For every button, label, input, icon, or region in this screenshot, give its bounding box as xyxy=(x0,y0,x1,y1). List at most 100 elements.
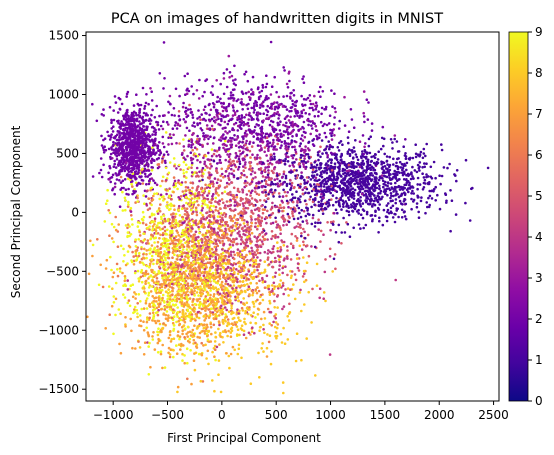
data-point xyxy=(174,212,178,216)
data-point xyxy=(220,280,224,284)
data-point xyxy=(320,106,324,110)
data-point xyxy=(353,150,356,153)
data-point xyxy=(195,166,199,170)
data-point xyxy=(208,113,211,117)
data-point xyxy=(334,208,338,212)
data-point xyxy=(265,221,268,225)
data-point xyxy=(147,291,151,295)
data-point xyxy=(404,178,408,182)
data-point xyxy=(347,169,351,172)
data-point xyxy=(227,354,231,358)
data-point xyxy=(286,114,289,118)
data-point xyxy=(157,327,160,331)
data-point xyxy=(240,114,244,117)
data-point xyxy=(151,311,155,315)
data-point xyxy=(125,147,129,151)
data-point xyxy=(232,106,235,109)
data-point xyxy=(283,190,287,194)
data-point xyxy=(420,196,423,199)
data-point xyxy=(218,292,222,296)
data-point xyxy=(262,350,265,353)
data-point xyxy=(156,163,160,166)
data-point xyxy=(382,144,385,148)
data-point xyxy=(340,231,344,234)
data-point xyxy=(404,202,408,206)
data-point xyxy=(241,158,245,162)
scatter-points xyxy=(86,40,490,395)
data-point xyxy=(309,195,312,199)
data-point xyxy=(309,102,313,106)
data-point xyxy=(163,77,166,80)
data-point xyxy=(372,189,376,192)
data-point xyxy=(291,214,295,218)
data-point xyxy=(174,260,177,264)
data-point xyxy=(249,194,252,197)
data-point xyxy=(291,130,294,133)
data-point xyxy=(273,145,277,148)
data-point xyxy=(126,231,130,234)
data-point xyxy=(203,187,207,190)
data-point xyxy=(202,284,206,288)
data-point xyxy=(252,111,256,114)
data-point xyxy=(333,253,337,256)
data-point xyxy=(422,186,426,189)
data-point xyxy=(291,193,294,196)
data-point xyxy=(323,122,326,126)
data-point xyxy=(99,157,103,160)
data-point xyxy=(236,280,239,284)
data-point xyxy=(258,168,261,171)
data-point xyxy=(198,121,202,125)
data-point xyxy=(171,303,175,307)
data-point xyxy=(215,253,218,256)
data-point xyxy=(161,293,165,297)
data-point xyxy=(180,207,184,210)
data-point xyxy=(319,85,322,89)
data-point xyxy=(250,289,254,293)
data-point xyxy=(361,150,364,153)
data-point xyxy=(247,118,250,121)
data-point xyxy=(286,257,289,260)
data-point xyxy=(346,136,350,139)
data-point xyxy=(258,376,261,379)
data-point xyxy=(293,297,297,301)
data-point xyxy=(181,352,184,356)
data-point xyxy=(144,175,147,178)
data-point xyxy=(236,202,240,206)
data-point xyxy=(317,166,321,170)
data-point xyxy=(256,286,259,289)
data-point xyxy=(361,216,365,220)
data-point xyxy=(180,294,183,298)
data-point xyxy=(271,182,275,186)
data-point xyxy=(182,175,186,178)
data-point xyxy=(256,256,259,259)
data-point xyxy=(126,157,129,160)
data-point xyxy=(266,258,270,261)
data-point xyxy=(171,256,174,260)
data-point xyxy=(156,254,160,258)
data-point xyxy=(349,108,353,111)
data-point xyxy=(132,104,136,107)
data-point xyxy=(338,162,341,165)
data-point xyxy=(168,94,172,98)
data-point xyxy=(345,221,348,224)
data-point xyxy=(102,151,106,154)
data-point xyxy=(97,283,101,287)
data-point xyxy=(160,215,163,219)
data-point xyxy=(308,112,311,116)
data-point xyxy=(200,341,203,345)
data-point xyxy=(352,226,356,230)
data-point xyxy=(132,114,135,117)
data-point xyxy=(379,191,382,195)
data-point xyxy=(146,137,149,141)
data-point xyxy=(274,331,278,334)
data-point xyxy=(126,288,130,291)
data-point xyxy=(111,287,114,291)
data-point xyxy=(217,186,220,190)
data-point xyxy=(209,340,213,343)
data-point xyxy=(271,247,275,251)
data-point xyxy=(175,352,179,356)
data-point xyxy=(168,161,172,164)
data-point xyxy=(207,316,211,319)
data-point xyxy=(219,97,222,101)
data-point xyxy=(270,237,273,241)
